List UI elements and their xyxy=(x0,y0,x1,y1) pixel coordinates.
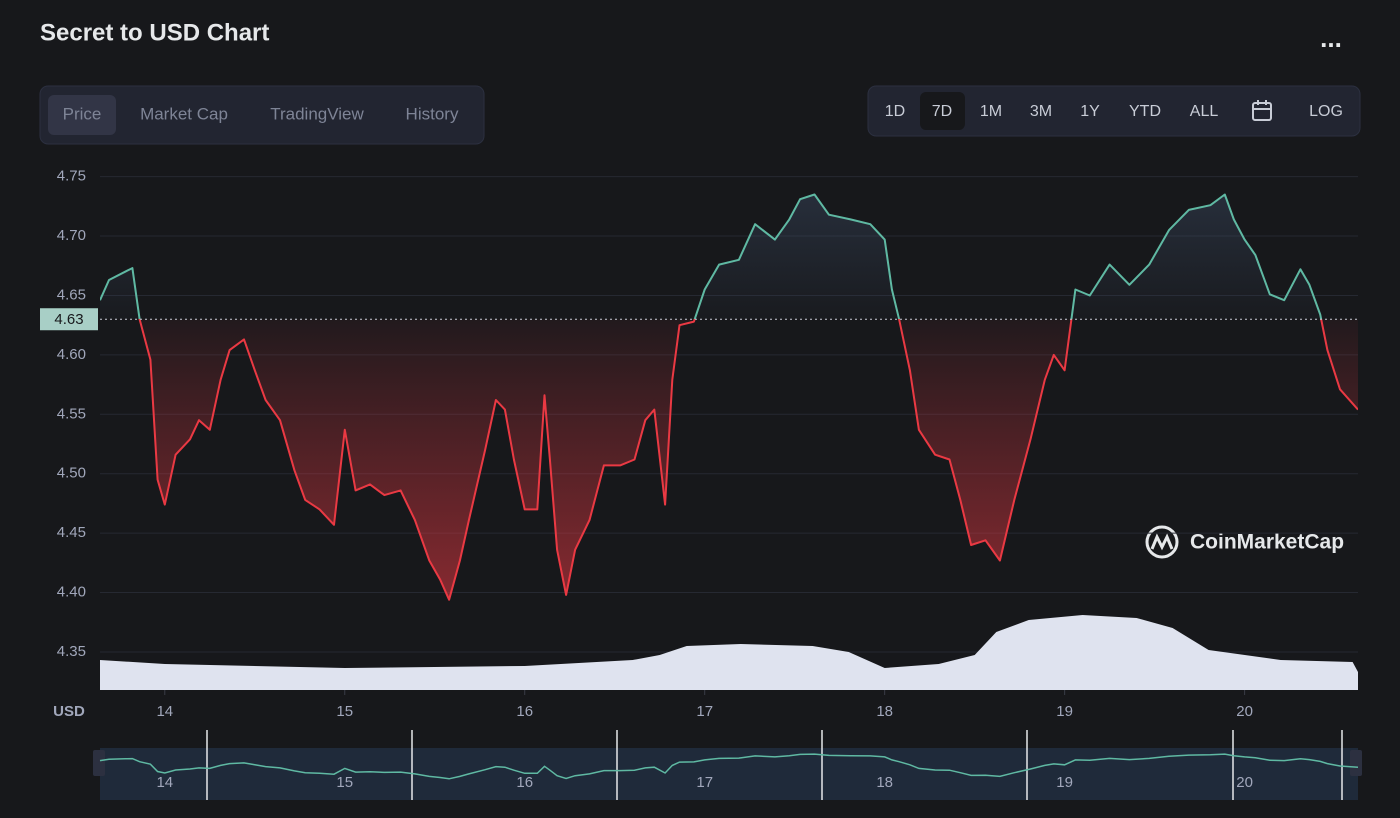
y-tick-label: 4.50 xyxy=(57,465,86,482)
range-button[interactable]: 7D xyxy=(932,103,952,120)
price-area xyxy=(100,194,1358,600)
y-tick-label: 4.35 xyxy=(57,643,86,660)
tab[interactable]: History xyxy=(406,104,459,123)
navigator-tick-label: 16 xyxy=(516,774,533,791)
reference-label: 4.63 xyxy=(54,311,83,328)
tab-bar xyxy=(39,85,485,145)
navigator-tick-label: 18 xyxy=(876,774,893,791)
tab[interactable]: Price xyxy=(63,104,102,123)
navigator-handle[interactable] xyxy=(93,750,105,776)
navigator-handle[interactable] xyxy=(1350,750,1362,776)
calendar-icon[interactable] xyxy=(1252,100,1272,121)
range-button[interactable]: 1M xyxy=(980,103,1002,120)
y-tick-label: 4.45 xyxy=(57,524,86,541)
range-button[interactable]: LOG xyxy=(1309,103,1343,120)
x-tick-label: 17 xyxy=(696,703,713,720)
watermark-text: CoinMarketCap xyxy=(1190,531,1344,554)
y-tick-label: 4.70 xyxy=(57,227,86,244)
range-button[interactable]: ALL xyxy=(1190,103,1219,120)
currency-label: USD xyxy=(53,703,85,720)
x-tick-label: 14 xyxy=(156,703,173,720)
range-button[interactable]: YTD xyxy=(1129,103,1161,120)
y-tick-label: 4.55 xyxy=(57,405,86,422)
x-tick-label: 18 xyxy=(876,703,893,720)
x-tick-label: 20 xyxy=(1236,703,1253,720)
reference-label-box xyxy=(40,308,98,331)
tab[interactable]: TradingView xyxy=(270,104,364,123)
navigator-tick-label: 14 xyxy=(156,774,173,791)
active-tab xyxy=(48,95,116,135)
navigator-tick-label: 19 xyxy=(1056,774,1073,791)
navigator-line xyxy=(99,753,1359,780)
navigator-tick-label: 17 xyxy=(696,774,713,791)
price-line xyxy=(100,193,1358,601)
menu-button[interactable]: ... xyxy=(1320,23,1342,53)
x-tick-label: 16 xyxy=(516,703,533,720)
x-tick-label: 15 xyxy=(336,703,353,720)
navigator-tick-label: 20 xyxy=(1236,774,1253,791)
range-bar xyxy=(867,85,1361,137)
tab[interactable]: Market Cap xyxy=(140,104,228,123)
navigator-dividers xyxy=(206,730,1343,800)
range-button[interactable]: 3M xyxy=(1030,103,1052,120)
range-button[interactable]: 1D xyxy=(885,103,905,120)
range-button[interactable]: 1Y xyxy=(1080,103,1100,120)
watermark: CoinMarketCap xyxy=(1145,525,1344,559)
y-tick-label: 4.40 xyxy=(57,584,86,601)
active-range xyxy=(920,92,965,130)
y-tick-label: 4.60 xyxy=(57,346,86,363)
navigator-tick-label: 15 xyxy=(336,774,353,791)
chart-title: Secret to USD Chart xyxy=(40,19,269,46)
volume-area xyxy=(100,615,1358,690)
y-tick-label: 4.65 xyxy=(57,286,86,303)
x-tick-label: 19 xyxy=(1056,703,1073,720)
y-tick-label: 4.75 xyxy=(57,168,86,185)
navigator xyxy=(100,748,1358,800)
